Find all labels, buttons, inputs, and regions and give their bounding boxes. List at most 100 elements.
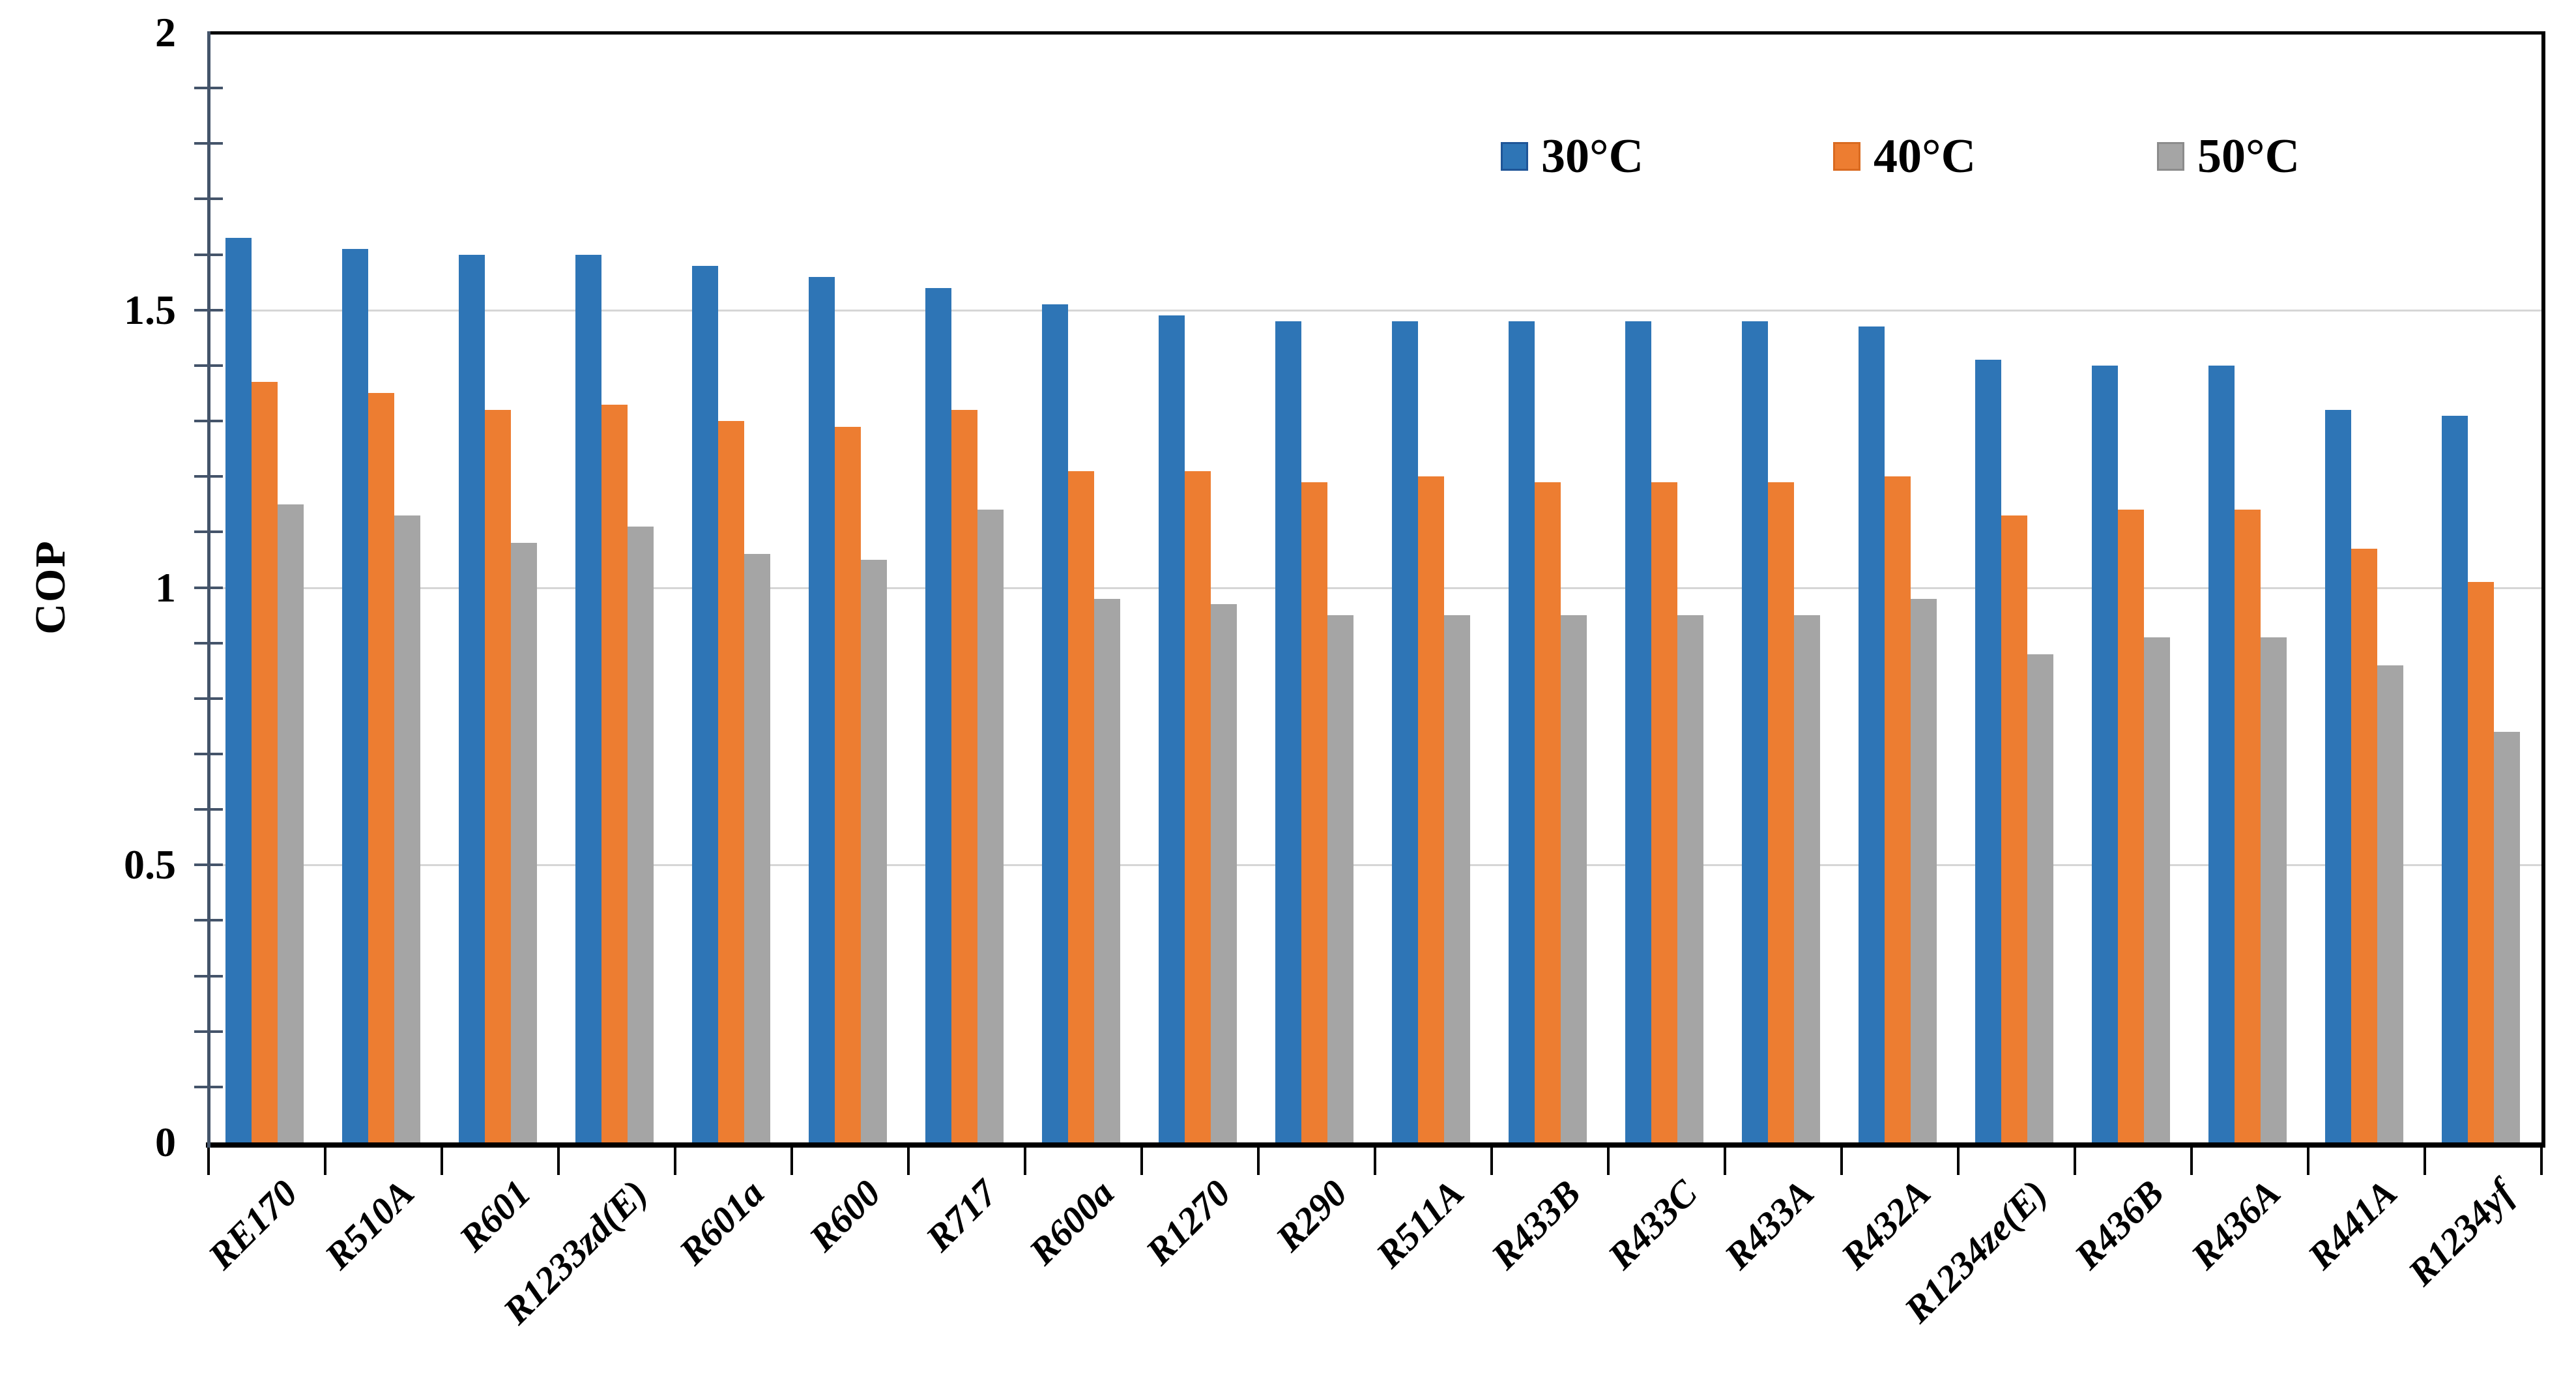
bar-40C-R433C [1651,482,1677,1142]
bar-40C-R1233zd(E) [601,404,628,1142]
y-axis-tick [194,142,223,145]
bar-40C-R441A [2351,548,2377,1142]
x-axis-line [206,1142,2545,1148]
legend-label-30c: 30°C [1541,130,1644,183]
bar-40C-R510A [368,393,394,1142]
bar-30C-R601 [459,254,485,1142]
bar-50C-R510A [394,515,420,1142]
bar-40C-R1234ze(E) [2001,515,2027,1142]
x-axis-tick [207,1148,210,1175]
bar-40C-R601 [485,410,511,1142]
x-axis-tick [1607,1148,1610,1175]
x-axis-tick [1724,1148,1726,1175]
y-axis-tick [194,697,223,700]
bar-50C-R1233zd(E) [628,526,654,1142]
bar-40C-R433B [1535,482,1561,1142]
y-axis-tick [194,919,223,922]
bar-40C-R1234yf [2468,581,2494,1142]
legend-swatch-40c [1833,142,1860,171]
bar-30C-R510A [342,249,368,1142]
bar-30C-R1270 [1159,315,1185,1142]
gridline-0.5 [209,864,2541,867]
bar-40C-R436A [2235,510,2261,1142]
bar-50C-R433B [1561,615,1587,1142]
y-axis-line [207,31,210,1148]
bar-50C-R436A [2261,637,2287,1142]
bar-50C-R1270 [1211,604,1237,1142]
bar-30C-R1234ze(E) [1975,360,2001,1142]
bar-40C-R601a [718,421,744,1142]
bar-40C-R511A [1418,476,1444,1142]
bar-30C-R717 [925,287,951,1142]
bar-30C-R601a [692,265,718,1142]
gridline-1.5 [209,309,2541,312]
y-tick-label-0.5: 0.5 [124,841,176,888]
x-axis-tick [324,1148,326,1175]
bar-50C-R601a [744,554,770,1142]
x-axis-tick [1257,1148,1260,1175]
bar-30C-R433A [1742,321,1768,1142]
legend-label-40c: 40°C [1874,130,1976,183]
x-axis-tick [557,1148,560,1175]
legend-swatch-50c [2157,142,2184,171]
bar-50C-RE170 [278,504,304,1142]
y-axis-tick [194,974,223,978]
bar-30C-R441A [2325,410,2351,1142]
bar-40C-R600a [1068,471,1094,1142]
bar-30C-R433B [1509,321,1535,1142]
y-tick-label-1: 1 [155,564,176,611]
x-axis-tick [2424,1148,2426,1175]
bar-30C-R436A [2208,365,2235,1142]
x-axis-tick [1840,1148,1843,1175]
bar-50C-R600 [861,559,887,1142]
bar-50C-R433A [1794,615,1820,1142]
bar-50C-R1234ze(E) [2027,654,2053,1142]
y-axis-tick [194,1030,223,1033]
y-tick-label-2: 2 [155,9,176,55]
x-axis-tick [790,1148,793,1175]
bar-40C-R436B [2118,510,2144,1142]
bar-50C-R600a [1094,598,1120,1142]
x-axis-tick [2307,1148,2309,1175]
bar-40C-R290 [1301,482,1327,1142]
legend-swatch-30c [1501,142,1528,171]
bar-30C-R1233zd(E) [575,254,601,1142]
x-axis-tick [674,1148,676,1175]
y-tick-label-0: 0 [155,1119,176,1165]
y-axis-tick [194,364,223,367]
bar-50C-R511A [1444,615,1470,1142]
x-axis-tick [2190,1148,2193,1175]
bar-30C-R290 [1275,321,1301,1142]
bar-50C-R432A [1911,598,1937,1142]
gridline-1 [209,587,2541,589]
x-axis-tick [1957,1148,1960,1175]
bar-50C-R1234yf [2494,731,2520,1142]
y-axis-tick [194,475,223,478]
bar-30C-R600a [1042,304,1068,1142]
bar-40C-R433A [1768,482,1794,1142]
y-axis-tick [194,752,223,755]
y-tick-label-1.5: 1.5 [124,286,176,333]
y-axis-tick [194,586,223,589]
bar-50C-R290 [1327,615,1353,1142]
x-axis-tick [2540,1148,2543,1175]
x-axis-tick [1140,1148,1143,1175]
x-axis-tick [1024,1148,1026,1175]
x-axis-tick [2074,1148,2076,1175]
bar-40C-RE170 [252,382,278,1142]
bar-40C-R717 [951,410,977,1142]
bar-50C-R717 [977,510,1004,1142]
y-axis-tick [194,87,223,90]
bar-50C-R441A [2377,665,2403,1142]
bar-30C-R511A [1392,321,1418,1142]
bar-30C-R436B [2092,365,2118,1142]
bar-50C-R433C [1677,615,1703,1142]
plot-right-border [2541,31,2545,1148]
bar-30C-R1234yf [2442,415,2468,1142]
y-axis-tick [194,1085,223,1088]
bar-40C-R432A [1885,476,1911,1142]
y-axis-tick [194,197,223,201]
y-axis-tick [194,308,223,312]
bar-30C-RE170 [225,238,252,1142]
